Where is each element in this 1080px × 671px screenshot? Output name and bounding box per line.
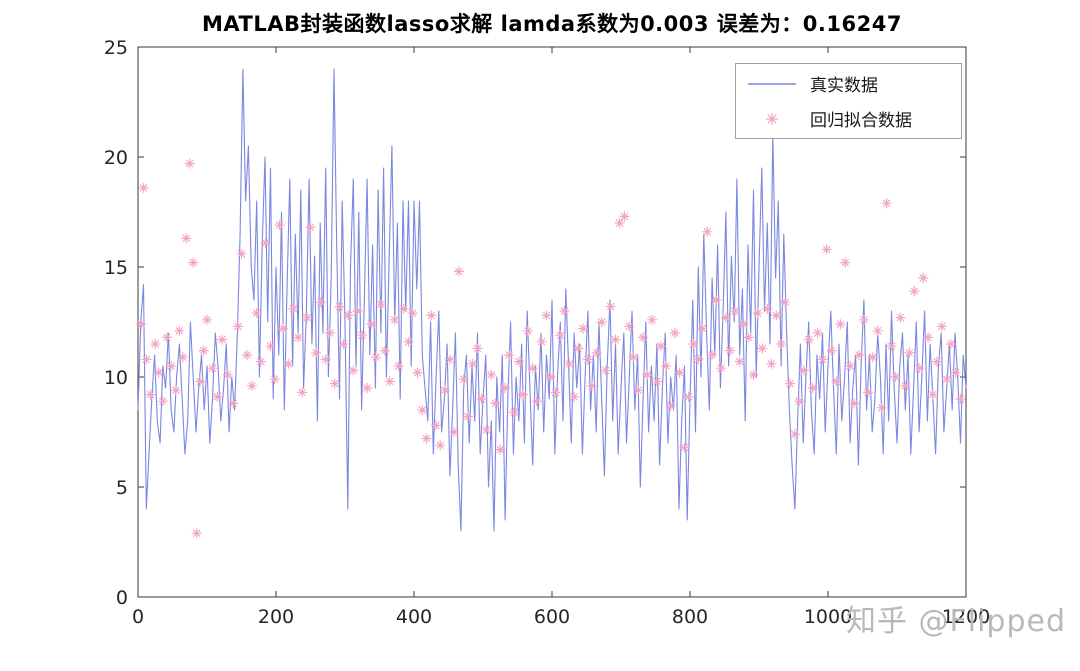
legend-item-line: 真实数据 (746, 71, 951, 96)
x-tick-label: 0 (132, 606, 144, 628)
chart-title: MATLAB封装函数lasso求解 lamda系数为0.003 误差为：0.16… (202, 12, 902, 36)
y-tick-label: 15 (104, 257, 128, 279)
x-tick-label: 800 (672, 606, 708, 628)
legend: 真实数据 回归拟合数据 (735, 63, 962, 139)
y-tick-label: 5 (116, 477, 128, 499)
y-tick-label: 0 (116, 587, 128, 609)
x-tick-label: 1000 (804, 606, 852, 628)
line-sample-icon (746, 81, 798, 87)
x-tick-label: 1200 (942, 606, 990, 628)
legend-label-fit-data: 回归拟合数据 (810, 111, 912, 131)
asterisk-marker-icon (746, 111, 798, 127)
scatter-series-fit-data (136, 158, 966, 539)
line-series-real-data (137, 68, 967, 532)
y-tick-label: 20 (104, 147, 128, 169)
x-tick-label: 600 (534, 606, 570, 628)
x-tick-label: 200 (258, 606, 294, 628)
y-tick-label: 25 (104, 37, 128, 59)
legend-label-real-data: 真实数据 (810, 76, 878, 96)
y-tick-label: 10 (104, 367, 128, 389)
watermark-text: 知乎 @Flipped (845, 604, 1066, 639)
legend-item-scatter: 回归拟合数据 (746, 106, 951, 131)
x-tick-label: 400 (396, 606, 432, 628)
